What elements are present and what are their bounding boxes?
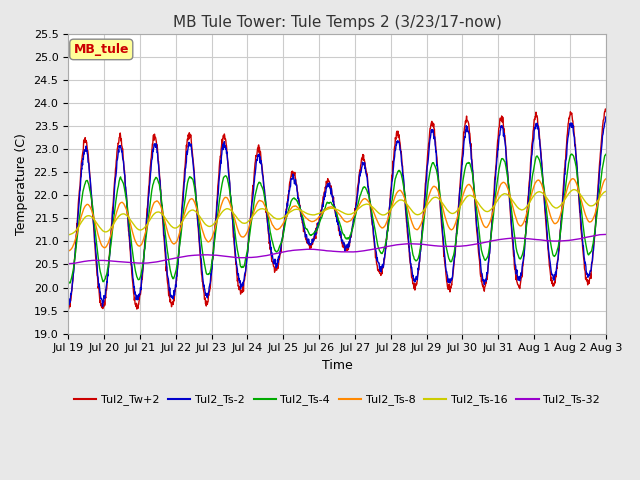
Tul2_Ts-2 bbox=[220, 141, 227, 147]
Tul2_Ts-8 bbox=[531, 182, 538, 188]
Tul2_Ts-32 bbox=[531, 236, 538, 242]
Tul2_Ts-8 bbox=[268, 221, 276, 227]
Y-axis label: Temperature (C): Temperature (C) bbox=[15, 133, 28, 235]
Tul2_Ts-32 bbox=[161, 257, 168, 263]
Tul2_Ts-32 bbox=[600, 231, 608, 237]
Tul2_Ts-16 bbox=[220, 208, 227, 214]
Tul2_Tw+2 bbox=[269, 259, 276, 264]
Legend: Tul2_Tw+2, Tul2_Ts-2, Tul2_Ts-4, Tul2_Ts-8, Tul2_Ts-16, Tul2_Ts-32: Tul2_Tw+2, Tul2_Ts-2, Tul2_Ts-4, Tul2_Ts… bbox=[70, 390, 604, 410]
Tul2_Ts-4 bbox=[531, 160, 539, 166]
Tul2_Ts-8 bbox=[471, 194, 479, 200]
Tul2_Tw+2 bbox=[65, 306, 72, 312]
X-axis label: Time: Time bbox=[321, 359, 353, 372]
Tul2_Tw+2 bbox=[172, 288, 179, 294]
Tul2_Ts-2 bbox=[472, 199, 479, 205]
Tul2_Tw+2 bbox=[220, 133, 227, 139]
Tul2_Ts-16 bbox=[602, 189, 610, 194]
Title: MB Tule Tower: Tule Temps 2 (3/23/17-now): MB Tule Tower: Tule Temps 2 (3/23/17-now… bbox=[173, 15, 501, 30]
Tul2_Ts-4 bbox=[172, 271, 179, 277]
Tul2_Ts-8 bbox=[220, 197, 227, 203]
Tul2_Ts-32 bbox=[171, 255, 179, 261]
Tul2_Ts-4 bbox=[220, 174, 227, 180]
Tul2_Tw+2 bbox=[472, 204, 479, 209]
Tul2_Ts-4 bbox=[602, 152, 610, 157]
Tul2_Ts-4 bbox=[66, 280, 74, 286]
Tul2_Ts-16 bbox=[570, 187, 578, 192]
Tul2_Ts-2 bbox=[602, 114, 610, 120]
Tul2_Ts-2 bbox=[531, 124, 539, 130]
Tul2_Ts-4 bbox=[472, 196, 479, 202]
Tul2_Ts-8 bbox=[602, 176, 610, 182]
Tul2_Ts-32 bbox=[471, 241, 479, 247]
Tul2_Ts-2 bbox=[172, 286, 179, 292]
Tul2_Ts-4 bbox=[568, 151, 575, 157]
Tul2_Ts-16 bbox=[161, 215, 168, 220]
Text: MB_tule: MB_tule bbox=[74, 43, 129, 56]
Tul2_Ts-8 bbox=[171, 240, 179, 246]
Tul2_Tw+2 bbox=[602, 107, 610, 113]
Tul2_Ts-4 bbox=[64, 279, 72, 285]
Tul2_Ts-32 bbox=[64, 261, 72, 266]
Tul2_Ts-2 bbox=[99, 303, 106, 309]
Tul2_Ts-2 bbox=[64, 296, 72, 301]
Tul2_Tw+2 bbox=[161, 250, 169, 255]
Tul2_Ts-8 bbox=[161, 217, 168, 223]
Tul2_Ts-16 bbox=[531, 192, 538, 198]
Tul2_Ts-2 bbox=[161, 244, 169, 250]
Tul2_Ts-4 bbox=[269, 239, 276, 244]
Tul2_Tw+2 bbox=[64, 304, 72, 310]
Line: Tul2_Ts-2: Tul2_Ts-2 bbox=[68, 117, 606, 306]
Tul2_Ts-4 bbox=[161, 229, 169, 235]
Tul2_Ts-32 bbox=[220, 253, 227, 259]
Tul2_Tw+2 bbox=[602, 106, 609, 112]
Tul2_Tw+2 bbox=[531, 117, 539, 122]
Line: Tul2_Tw+2: Tul2_Tw+2 bbox=[68, 109, 606, 309]
Tul2_Ts-16 bbox=[64, 232, 72, 238]
Line: Tul2_Ts-32: Tul2_Ts-32 bbox=[68, 234, 606, 264]
Line: Tul2_Ts-8: Tul2_Ts-8 bbox=[68, 179, 606, 251]
Tul2_Ts-32 bbox=[602, 231, 610, 237]
Tul2_Ts-2 bbox=[269, 252, 276, 258]
Tul2_Ts-8 bbox=[569, 176, 577, 181]
Tul2_Ts-8 bbox=[64, 248, 72, 254]
Tul2_Ts-16 bbox=[268, 213, 276, 219]
Line: Tul2_Ts-4: Tul2_Ts-4 bbox=[68, 154, 606, 283]
Tul2_Ts-32 bbox=[268, 252, 276, 257]
Tul2_Ts-16 bbox=[471, 195, 479, 201]
Tul2_Ts-16 bbox=[171, 225, 179, 231]
Line: Tul2_Ts-16: Tul2_Ts-16 bbox=[68, 190, 606, 235]
